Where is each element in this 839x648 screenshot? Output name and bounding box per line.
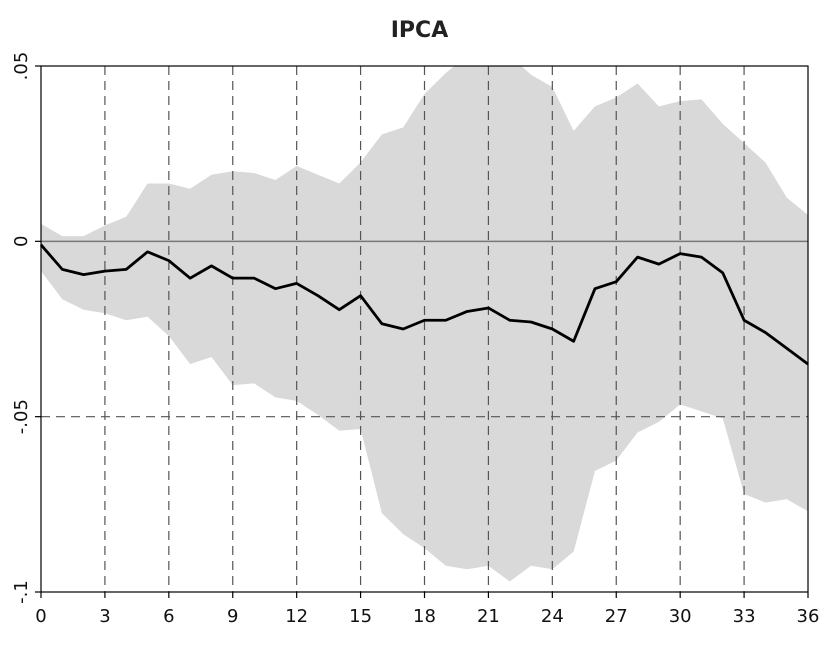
- tick-label-layer: 0 3 6 9 12 15 18 21 24 27 30 33 36-.1-.050.05: [11, 52, 819, 627]
- series-line-layer: [39, 243, 809, 366]
- y-tick-label: .05: [11, 52, 32, 81]
- x-tick-label: 0: [35, 606, 46, 627]
- x-tick-label: 6: [163, 606, 174, 627]
- x-tick-label: 21: [477, 606, 500, 627]
- x-tick-label: 36: [797, 606, 820, 627]
- x-tick-label: 12: [285, 606, 308, 627]
- x-tick-label: 18: [413, 606, 436, 627]
- chart-title: IPCA: [390, 18, 449, 43]
- y-tick-label: -.05: [11, 399, 32, 434]
- x-tick-label: 3: [99, 606, 110, 627]
- grid-layer: [41, 66, 808, 592]
- x-tick-label: 33: [733, 606, 756, 627]
- x-tick-label: 27: [605, 606, 628, 627]
- x-tick-label: 15: [349, 606, 372, 627]
- x-tick-label: 30: [669, 606, 692, 627]
- y-tick-label: 0: [11, 236, 32, 247]
- x-tick-label: 24: [541, 606, 564, 627]
- axis-layer: [35, 65, 809, 598]
- series-line: [39, 243, 809, 366]
- x-tick-label: 9: [227, 606, 238, 627]
- y-tick-label: -.1: [11, 580, 32, 604]
